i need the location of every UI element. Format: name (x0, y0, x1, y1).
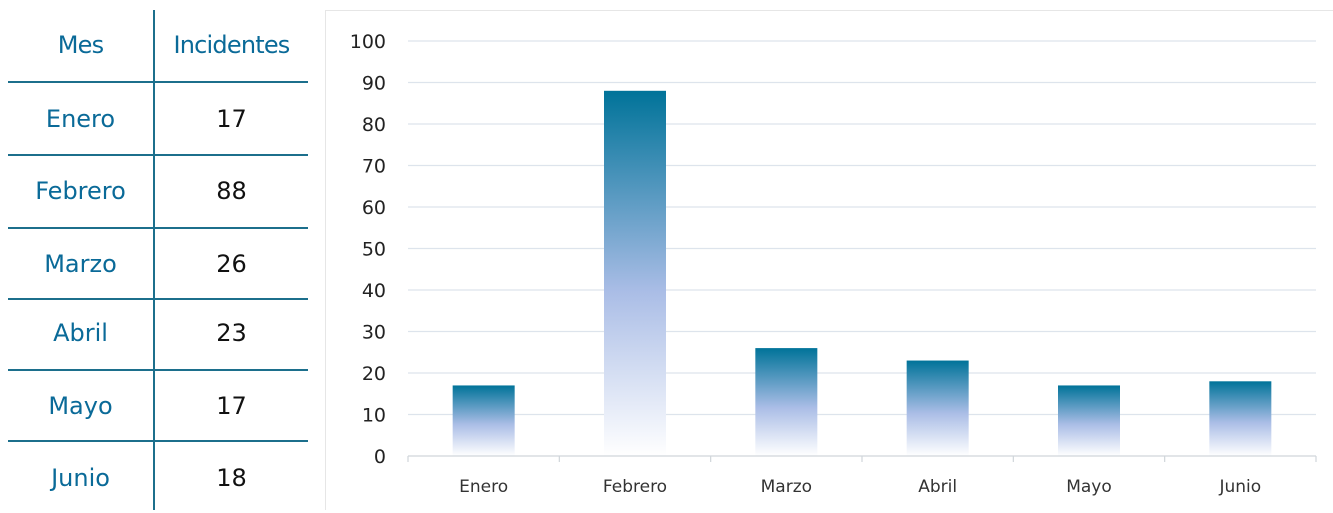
bar (906, 360, 969, 456)
x-tick-label: Mayo (1066, 477, 1112, 497)
table-divider (8, 298, 308, 300)
table-divider (8, 227, 308, 229)
y-tick-label: 30 (362, 322, 386, 344)
y-tick-label: 10 (362, 405, 386, 427)
y-tick-label: 0 (374, 446, 386, 468)
incidents-chart: 0 10 20 30 40 50 60 70 80 90 100 Enero Febrero Marzo A… (325, 10, 1333, 510)
y-tick-label: 60 (362, 197, 386, 219)
table-cell-incidents: 18 (216, 464, 247, 492)
table-cell-month: Abril (53, 319, 108, 347)
table-divider (8, 81, 308, 83)
table-cell-incidents: 23 (216, 319, 247, 347)
table-header-incidents: Incidentes (173, 31, 290, 59)
y-tick-label: 20 (362, 363, 386, 385)
y-tick-label: 80 (362, 114, 386, 136)
bar (1058, 385, 1120, 456)
bar (1209, 381, 1272, 456)
table-cell-incidents: 17 (216, 105, 247, 133)
table-cell-month: Enero (45, 105, 116, 133)
y-tick-label: 70 (362, 156, 386, 178)
bar-chart-svg: 0 10 20 30 40 50 60 70 80 90 100 Enero Febrero Marzo A… (350, 31, 1317, 497)
table-cell-incidents: 26 (216, 250, 247, 278)
y-tick-label: 100 (350, 31, 386, 53)
table-divider (8, 369, 308, 371)
x-tick-label: Marzo (761, 477, 812, 497)
table-cell-month: Mayo (48, 392, 113, 420)
bar (755, 348, 818, 456)
y-tick-label: 90 (362, 73, 386, 95)
table-divider (8, 154, 308, 156)
table-cell-month: Marzo (44, 250, 117, 278)
table-divider (8, 440, 308, 442)
table-header-month: Mes (57, 31, 104, 59)
table-cell-month: Junio (51, 464, 110, 492)
y-tick-label: 40 (362, 280, 386, 302)
table-cell-incidents: 88 (216, 177, 247, 205)
x-tick-label: Abril (918, 477, 957, 497)
x-tick-label: Enero (459, 477, 508, 497)
y-tick-label: 50 (362, 239, 386, 261)
x-tick-label: Febrero (603, 477, 667, 497)
incidents-table: Mes Incidentes Enero 17 Febrero 88 Marzo… (0, 0, 310, 510)
table-cell-incidents: 17 (216, 392, 247, 420)
table-cell-month: Febrero (35, 177, 126, 205)
x-tick-label: Junio (1218, 477, 1261, 497)
bar (604, 90, 666, 457)
table-column-divider (153, 10, 155, 510)
bar (452, 385, 515, 456)
